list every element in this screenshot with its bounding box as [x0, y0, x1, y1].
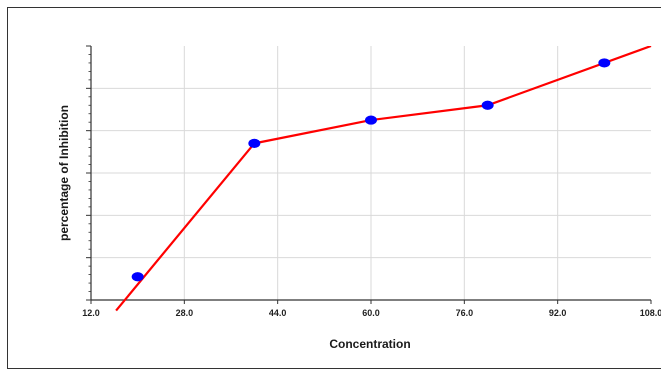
x-tick-label: 60.0: [362, 308, 380, 318]
data-point: [365, 115, 377, 125]
x-tick-label: 92.0: [549, 308, 567, 318]
x-tick-label: 28.0: [176, 308, 194, 318]
chart-frame: 12.0 28.0 44.0 60.0 76.0 92.0 108.0 Concentrat…: [7, 7, 661, 369]
data-points: [131, 58, 611, 282]
axes: [86, 45, 652, 304]
tick-labels: 12.0 28.0 44.0 60.0 76.0 92.0 108.0: [82, 308, 661, 318]
data-point: [131, 272, 144, 282]
x-axis-title: Concentration: [329, 337, 410, 351]
x-tick-label: 44.0: [269, 308, 287, 318]
data-point: [248, 138, 261, 148]
x-tick-label: 108.0: [640, 308, 661, 318]
grid: [91, 46, 651, 300]
chart: 12.0 28.0 44.0 60.0 76.0 92.0 108.0 Concentrat…: [57, 45, 661, 351]
x-tick-label: 12.0: [82, 308, 100, 318]
x-tick-label: 76.0: [456, 308, 474, 318]
y-axis-title: percentage of Inhibition: [57, 105, 71, 241]
data-point: [481, 100, 494, 110]
data-point: [598, 58, 611, 68]
